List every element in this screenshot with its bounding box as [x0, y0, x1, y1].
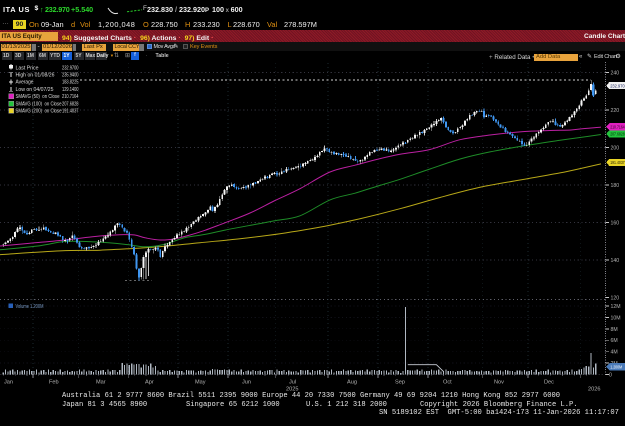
svg-text:210.7164: 210.7164: [62, 94, 79, 100]
svg-text:Dec: Dec: [544, 380, 554, 386]
svg-text:Mar: Mar: [96, 380, 106, 386]
svg-text:232.9700: 232.9700: [62, 65, 79, 71]
svg-text:4M: 4M: [611, 350, 618, 356]
svg-text:6M: 6M: [611, 338, 618, 344]
svg-text:220: 220: [611, 108, 620, 114]
svg-text:2025: 2025: [286, 387, 298, 393]
svg-text:Oct: Oct: [443, 380, 452, 386]
svg-text:SMAVG (100) on Close: SMAVG (100) on Close: [16, 101, 62, 107]
svg-text:Average: Average: [16, 80, 34, 86]
svg-text:160: 160: [611, 220, 620, 226]
svg-text:Volume 1.200M: Volume 1.200M: [16, 304, 44, 310]
svg-text:10M: 10M: [611, 315, 621, 321]
svg-text:200: 200: [611, 145, 620, 151]
svg-text:Apr: Apr: [145, 380, 154, 386]
svg-text:207.6828: 207.6828: [610, 132, 625, 137]
svg-text:1.200M: 1.200M: [610, 365, 622, 370]
svg-text:Nov: Nov: [494, 380, 504, 386]
svg-text:Sep: Sep: [395, 380, 405, 386]
svg-text:High on 01/08/26: High on 01/08/26: [16, 73, 55, 79]
svg-text:235.9400: 235.9400: [62, 73, 79, 79]
svg-text:Feb: Feb: [49, 380, 59, 386]
svg-text:191.4037: 191.4037: [62, 109, 79, 115]
svg-text:120: 120: [611, 295, 620, 301]
svg-text:Jan: Jan: [4, 380, 13, 386]
svg-text:8M: 8M: [611, 327, 618, 333]
svg-text:210.7164: 210.7164: [610, 125, 625, 130]
svg-text:180: 180: [611, 183, 620, 189]
svg-text:Last Price: Last Price: [16, 65, 39, 71]
svg-text:May: May: [195, 380, 206, 386]
svg-text:129.1400: 129.1400: [62, 87, 79, 93]
svg-text:SMAVG (200) on Close: SMAVG (200) on Close: [16, 109, 62, 115]
svg-text:12M: 12M: [611, 304, 621, 310]
svg-text:Jul: Jul: [289, 380, 296, 386]
svg-text:183.8225: 183.8225: [62, 80, 79, 86]
svg-text:Aug: Aug: [347, 380, 357, 386]
svg-text:207.6828: 207.6828: [62, 101, 79, 107]
svg-text:140: 140: [611, 258, 620, 264]
svg-text:232.970: 232.970: [610, 83, 625, 88]
svg-text:2026: 2026: [588, 387, 600, 393]
svg-text:Low on 04/07/25: Low on 04/07/25: [16, 87, 54, 93]
svg-text:SMAVG (50) on Close: SMAVG (50) on Close: [16, 94, 60, 100]
svg-text:0: 0: [609, 373, 612, 379]
svg-text:191.4037: 191.4037: [610, 160, 625, 165]
svg-text:240: 240: [611, 70, 620, 76]
svg-text:Jun: Jun: [242, 380, 251, 386]
